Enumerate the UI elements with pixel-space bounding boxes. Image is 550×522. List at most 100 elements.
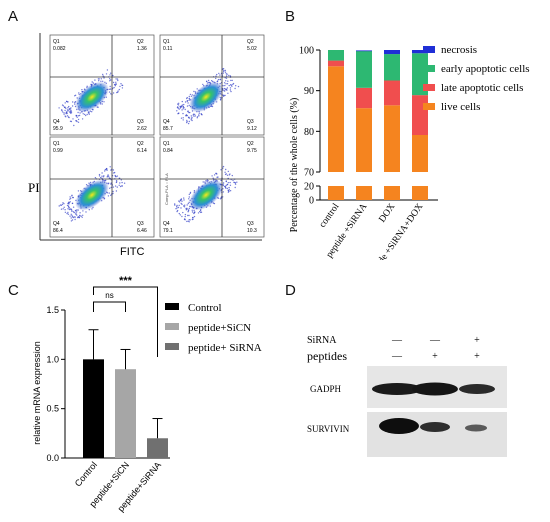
mrna-bar xyxy=(115,369,136,458)
stack-bar-segment xyxy=(384,186,400,200)
quadrant-q4-value: 79.1 xyxy=(163,228,173,234)
quadrant-name-q3: Q3 xyxy=(247,119,254,125)
mrna-category-label: Control xyxy=(73,460,99,489)
fitc-axis-label: FITC xyxy=(120,246,144,258)
quadrant-name-q1: Q1 xyxy=(53,39,60,45)
stack-bar-segment xyxy=(356,186,372,200)
quadrant-q2-value: 1.36 xyxy=(137,46,147,52)
stack-bar-segment xyxy=(356,50,372,88)
quadrant-name-q3: Q3 xyxy=(137,221,144,227)
stack-bar-segment xyxy=(356,108,372,172)
chart-c-ylabel: relative mRNA expression xyxy=(32,341,42,445)
quadrant-name-q2: Q2 xyxy=(247,141,254,147)
legend-swatch xyxy=(423,46,435,53)
legend-swatch xyxy=(423,103,435,110)
pi-axis-label: PI xyxy=(28,180,40,195)
quadrant-name-q3: Q3 xyxy=(137,119,144,125)
quadrant-name-q4: Q4 xyxy=(53,221,60,227)
quadrant-q3-value: 2.62 xyxy=(137,126,147,132)
significance-annotation: *** xyxy=(119,275,133,287)
stack-bar-segment xyxy=(384,80,400,106)
sirna-mark: — xyxy=(391,335,403,346)
quadrant-q1-value: 0.99 xyxy=(53,148,63,154)
legend-swatch xyxy=(423,65,435,72)
sirna-row-label: SiRNA xyxy=(307,335,337,346)
survivin-band-2 xyxy=(420,422,450,432)
stack-bar-segment xyxy=(328,60,344,67)
quadrant-q4-value: 86.4 xyxy=(53,228,63,234)
survivin-label: SURVIVIN xyxy=(307,424,350,434)
mrna-ytick-label: 1.5 xyxy=(46,305,59,315)
quadrant-name-q4: Q4 xyxy=(53,119,60,125)
mrna-legend-label: peptide+SiCN xyxy=(188,322,251,334)
quadrant-name-q4: Q4 xyxy=(163,221,170,227)
gadph-band-2 xyxy=(412,382,458,396)
quadrant-q2-value: 6.14 xyxy=(137,148,147,154)
stack-bar-segment xyxy=(356,87,372,109)
stack-bar-segment xyxy=(328,186,344,200)
mrna-bar xyxy=(83,359,104,458)
mrna-legend-swatch xyxy=(165,323,179,330)
quadrant-q4-value: 85.7 xyxy=(163,126,173,132)
stack-bar-segment xyxy=(356,50,372,52)
quadrant-name-q2: Q2 xyxy=(137,141,144,147)
stack-category-label: peptide +SiRNA+DOX xyxy=(366,202,426,260)
peptide-mark: + xyxy=(432,351,438,362)
stack-bar-segment xyxy=(384,105,400,172)
gadph-label: GADPH xyxy=(310,384,342,394)
survivin-band-3 xyxy=(465,424,487,432)
stack-category-label: DOX xyxy=(377,202,397,225)
quadrant-q2-value: 5.02 xyxy=(247,46,257,52)
stack-ytick-label: 70 xyxy=(304,168,314,179)
peptide-mark: + xyxy=(474,351,480,362)
stack-bar-segment xyxy=(328,66,344,172)
quadrant-name-q1: Q1 xyxy=(163,39,170,45)
quadrant-name-q3: Q3 xyxy=(247,221,254,227)
quadrant-name-q1: Q1 xyxy=(163,141,170,147)
gadph-band-1 xyxy=(372,383,422,395)
legend-swatch xyxy=(423,84,435,91)
stack-bar-segment xyxy=(412,95,428,135)
ns-annotation: ns xyxy=(105,291,113,300)
sirna-mark: + xyxy=(474,335,480,346)
stack-bar-segment xyxy=(328,50,344,61)
stack-ytick-label: 20 xyxy=(304,182,314,193)
quadrant-name-q2: Q2 xyxy=(137,39,144,45)
mrna-legend-label: peptide+ SiRNA xyxy=(188,342,262,354)
mrna-legend-swatch xyxy=(165,303,179,310)
survivin-blot-strip xyxy=(367,412,507,457)
chart-b-ylabel: Percentage of the whole cells (%) xyxy=(289,98,300,233)
stack-bar-segment xyxy=(384,54,400,81)
quadrant-q3-value: 6.46 xyxy=(137,228,147,234)
quadrant-q1-value: 0.84 xyxy=(163,148,173,154)
panel-letter-a: A xyxy=(8,8,19,25)
stack-ytick-label: 0 xyxy=(309,196,314,207)
quadrant-q3-value: 9.12 xyxy=(247,126,257,132)
stack-bar-segment xyxy=(384,50,400,55)
quadrant-q3-value: 10.3 xyxy=(247,228,257,234)
quadrant-name-q2: Q2 xyxy=(247,39,254,45)
mrna-ytick-label: 0.0 xyxy=(46,453,59,463)
legend-label: live cells xyxy=(441,101,480,113)
peptides-row-label: peptides xyxy=(307,349,347,363)
mrna-legend-swatch xyxy=(165,343,179,350)
quadrant-q4-value: 95.9 xyxy=(53,126,63,132)
quadrant-q1-value: 0.082 xyxy=(53,46,66,52)
inner-axis-label: Comp-PI-A :: PI-A xyxy=(164,173,169,205)
stack-bar-segment xyxy=(412,134,428,172)
mrna-bar xyxy=(147,438,168,458)
peptide-mark: — xyxy=(391,351,403,362)
gadph-band-3 xyxy=(459,384,495,394)
legend-label: early apoptotic cells xyxy=(441,63,530,75)
sirna-mark: — xyxy=(429,335,441,346)
mrna-expression-bar-chart: relative mRNA expression 0.0 0.5 1.0 1.5 Con… xyxy=(32,275,262,514)
mrna-legend-label: Control xyxy=(188,302,222,314)
stack-ytick-label: 80 xyxy=(304,127,314,138)
western-blot-panel: SiRNA peptides — — + — + + GADPH SURVIVIN xyxy=(307,335,507,457)
quadrant-name-q1: Q1 xyxy=(53,141,60,147)
stack-bar-segment xyxy=(412,186,428,200)
stack-bar-segment xyxy=(412,50,428,54)
